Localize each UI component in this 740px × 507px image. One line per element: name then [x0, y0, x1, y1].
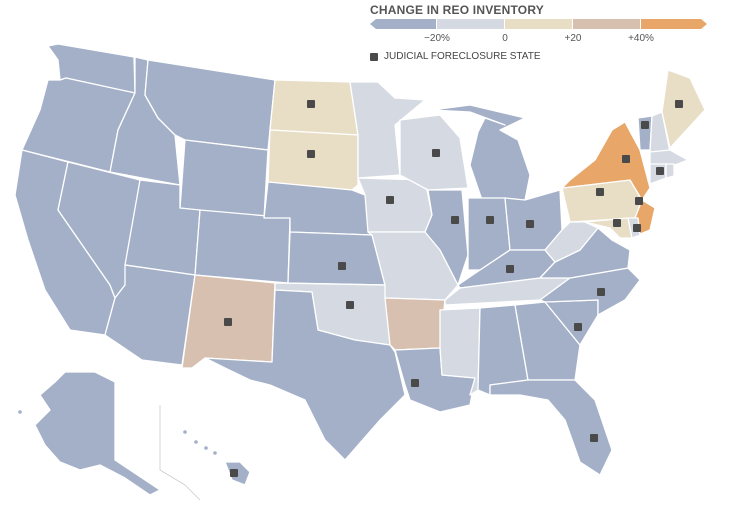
state-GA: [514, 301, 581, 381]
state-NY: [561, 121, 651, 201]
inset-separator-alaska: [159, 405, 186, 486]
judicial-marker-LA: [411, 379, 419, 387]
state-TX: [204, 289, 406, 461]
hawaii-islet: [183, 430, 187, 434]
hawaii-islets: [18, 410, 217, 455]
judicial-marker-OK: [346, 301, 354, 309]
judicial-marker-swatch: [370, 52, 378, 61]
judicial-marker-ME: [675, 100, 683, 108]
state-WV: [544, 221, 599, 263]
judicial-marker-NM: [224, 318, 232, 326]
judicial-marker-IA: [386, 196, 394, 204]
state-MN: [349, 81, 426, 179]
legend-title: CHANGE IN REO INVENTORY: [370, 3, 544, 17]
judicial-marker-FL: [590, 434, 598, 442]
state-MA: [649, 149, 689, 166]
judicial-marker-NY: [622, 155, 630, 163]
judicial-marker-NC: [597, 288, 605, 296]
judicial-marker-IN: [486, 216, 494, 224]
state-RI: [665, 163, 675, 179]
legend-tick-plus-20: +20: [564, 33, 582, 44]
legend-scale: [370, 19, 707, 29]
legend-segment-lower: [437, 19, 504, 29]
judicial-marker-IL: [451, 216, 459, 224]
state-AR: [384, 297, 446, 351]
alaska-islet: [18, 410, 22, 414]
judicial-marker-SC: [574, 323, 582, 331]
state-KS: [287, 231, 386, 286]
state-FL: [489, 379, 613, 476]
legend-segment-much-lower: [370, 19, 436, 29]
judicial-marker-PA: [596, 188, 604, 196]
judicial-marker-CT: [656, 167, 664, 175]
state-ME: [661, 69, 706, 149]
judicial-legend: JUDICIAL FORECLOSURE STATE: [370, 51, 541, 62]
state-WY: [179, 139, 269, 219]
legend-segment-much-higher: [641, 19, 707, 29]
judicial-marker-HI: [230, 469, 238, 477]
judicial-marker-NJ: [635, 197, 643, 205]
state-IL: [424, 189, 469, 286]
judicial-marker-SD: [307, 150, 315, 158]
judicial-marker-ND: [307, 100, 315, 108]
legend-tick-minus-20: −20%: [424, 33, 450, 44]
judicial-marker-KS: [338, 262, 346, 270]
judicial-marker-DE: [633, 224, 641, 232]
state-CO: [194, 209, 291, 284]
legend-tick-plus-40: +40%: [628, 33, 654, 44]
hawaii-islet: [204, 446, 208, 450]
judicial-marker-OH: [526, 220, 534, 228]
hawaii-islet: [213, 451, 217, 455]
hawaii-islet: [194, 440, 198, 444]
judicial-markers: [224, 100, 683, 477]
judicial-legend-label: JUDICIAL FORECLOSURE STATE: [384, 51, 541, 62]
inset-separator-hawaii: [184, 484, 201, 501]
legend-tick-zero: 0: [502, 33, 508, 44]
judicial-marker-VT: [641, 121, 649, 129]
inset-separators: [159, 405, 201, 501]
judicial-marker-KY: [506, 265, 514, 273]
judicial-marker-MD: [613, 219, 621, 227]
legend-segment-slightly-higher: [505, 19, 572, 29]
legend-segment-higher: [573, 19, 640, 29]
state-AK: [34, 371, 161, 496]
judicial-marker-WI: [432, 149, 440, 157]
state-SD: [267, 129, 359, 191]
